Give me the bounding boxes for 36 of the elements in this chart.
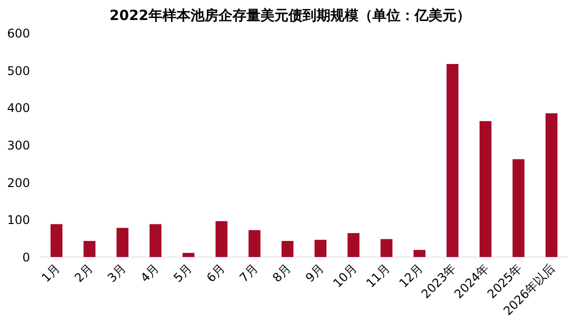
bar <box>380 239 392 257</box>
bar <box>446 64 458 257</box>
chart-title: 2022年样本池房企存量美元债到期规模（单位：亿美元） <box>110 7 470 24</box>
y-tick-label: 600 <box>7 26 30 40</box>
x-tick-label: 8月 <box>270 261 294 286</box>
y-tick-label: 400 <box>7 101 30 116</box>
bar <box>248 230 260 257</box>
x-tick-label: 3月 <box>104 261 129 286</box>
x-tick-label: 7月 <box>236 261 261 286</box>
bar <box>546 113 558 257</box>
bar <box>282 240 294 257</box>
x-tick-label: 12月 <box>396 261 426 290</box>
y-tick-label: 100 <box>7 213 30 228</box>
bar <box>348 233 360 257</box>
x-tick-label: 6月 <box>204 261 228 286</box>
bar <box>414 250 426 257</box>
y-tick-label: 200 <box>7 176 30 190</box>
bar <box>480 121 492 257</box>
y-tick-label: 500 <box>7 64 30 78</box>
y-tick-label: 0 <box>22 250 30 264</box>
bar <box>50 224 62 257</box>
bar <box>116 228 128 257</box>
bar <box>314 240 326 257</box>
bar <box>182 252 194 257</box>
x-tick-label: 10月 <box>330 261 360 290</box>
bar <box>512 159 524 257</box>
x-tick-label: 5月 <box>170 261 195 286</box>
x-tick-label: 4月 <box>138 261 162 286</box>
bar <box>150 224 162 257</box>
y-tick-label: 300 <box>7 138 30 152</box>
bar <box>84 240 96 257</box>
x-tick-label: 1月 <box>38 261 63 286</box>
x-tick-label: 9月 <box>302 261 327 286</box>
x-tick-label: 11月 <box>363 261 393 290</box>
bar <box>216 221 228 257</box>
x-tick-label: 2月 <box>72 261 96 286</box>
